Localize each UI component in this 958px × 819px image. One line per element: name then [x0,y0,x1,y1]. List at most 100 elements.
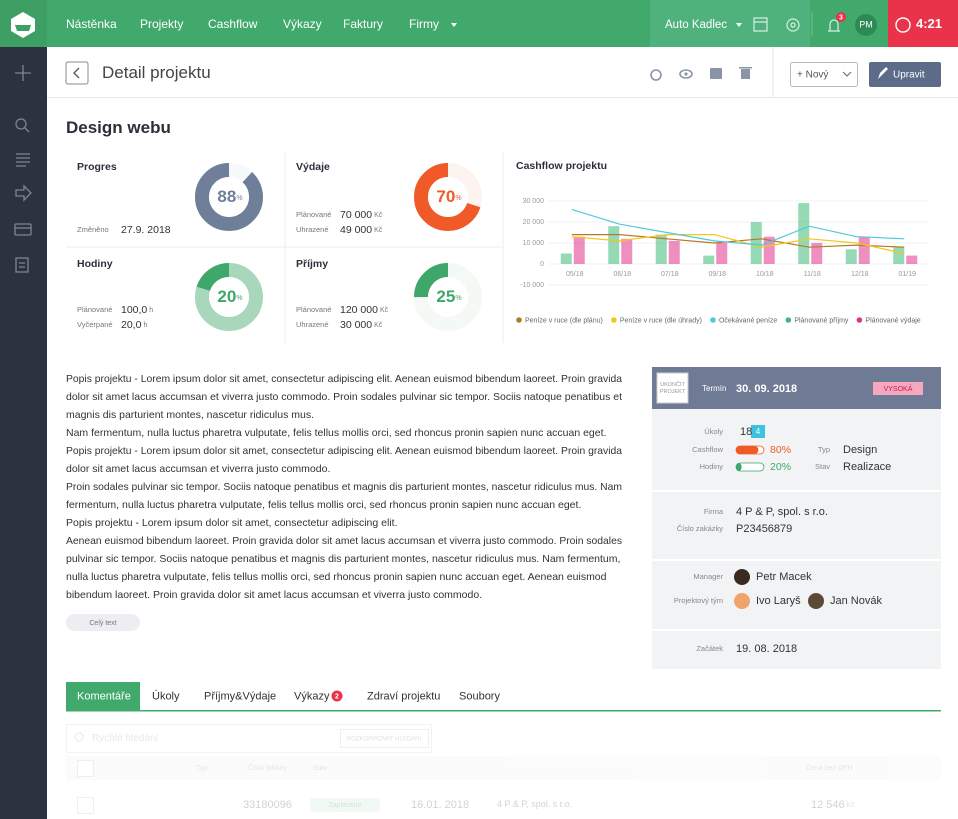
nav-item-part[interactable]: Nástěnka [66,17,117,31]
donut-label-part: % [455,195,461,202]
tab-part[interactable]: Úkoly [152,689,180,702]
edit-button-label[interactable]: Upravit [893,69,925,80]
x-tick-label-part: 11/18 [804,271,821,278]
progress-label-part: % [782,444,791,456]
nav-item-part[interactable]: Projekty [140,17,183,31]
company-switch[interactable] [650,0,810,47]
new-button-label[interactable]: + Nový [797,69,828,80]
user-avatar[interactable] [855,14,877,36]
column-header: Cena bez DPH [806,765,853,772]
search-box[interactable] [66,724,432,753]
new-button-label-part[interactable]: + Nový [797,69,828,80]
stat-value: 100,0 h [121,304,153,316]
tab[interactable]: Zdraví projektu [367,690,440,702]
logo-mark [15,25,31,31]
nav-item-part[interactable]: Faktury [343,17,383,31]
sidebar-icons[interactable] [14,65,32,273]
card-title: Hodiny [77,258,113,270]
field-value-part: 4 P & P, spol. s r.o. [736,506,828,518]
edit-button-label-part[interactable]: Upravit [893,69,925,80]
finish-label[interactable]: UKONČIT [660,381,685,388]
field-label: Manager [693,572,723,581]
tab[interactable]: Příjmy&Výdaje [204,690,276,702]
x-tick-label-part: 06/18 [613,271,631,278]
x-tick-label: 12/18 [851,271,869,278]
back-button[interactable] [65,61,89,85]
nav-item-part[interactable]: Cashflow [208,17,258,31]
more-button[interactable] [66,614,140,631]
toolbar-icons[interactable] [650,67,752,81]
column-header: Číslo faktury [248,763,287,772]
tab-part[interactable]: Zdraví projektu [367,690,440,702]
table: Rychlé hledání ROZKOPÍROVAT HLEDÁNÍ Typ Čís… [66,724,941,814]
tab-part[interactable]: Komentáře [77,690,131,702]
donut-label: 20% [217,287,242,306]
nav-item[interactable]: Cashflow [208,17,258,31]
bar [763,236,775,264]
tab-badge-count: 2 [335,693,339,700]
card-title-part: Příjmy [296,258,328,270]
company-name[interactable]: Auto Kadlec [665,19,727,31]
y-tick-label-part: 30 000 [523,198,545,205]
nav-item[interactable]: Výkazy [283,17,322,31]
page-title: Detail projektu [102,63,211,82]
legend-label: Plánované příjmy [794,317,849,324]
tab-part[interactable]: Výkazy [294,690,330,702]
tab[interactable]: Komentáře [77,690,131,702]
stat-value: 20,0 h [121,319,147,331]
company-name-part[interactable]: Auto Kadlec [665,19,727,31]
checkbox[interactable] [77,760,94,777]
field-value-part: 19. 08. 2018 [736,643,797,655]
stat-value-part: Kč [380,307,389,314]
chart-title-part: Cashflow projektu [516,160,607,172]
x-tick-label: 05/18 [566,271,584,278]
description-line-part: pulvinar sic tempor. Sociis natoque pena… [66,553,620,565]
description-line-part: dolor sit amet lacus accumsan et viverra… [66,463,330,475]
more-button-label-part[interactable]: Celý text [89,620,116,627]
nav-item[interactable]: Firmy [409,17,439,31]
donut-label: 88% [217,187,242,206]
new-button[interactable] [790,62,858,87]
donut-label: 25% [436,287,461,306]
avatar [808,593,824,609]
y-tick-label: 30 000 [523,198,545,205]
legend-label: Plánované výdaje [865,317,920,324]
description-line-part: fermentum, nulla luctus pharetra vulputa… [66,499,581,511]
progress-fill [736,446,759,454]
legend-label-part: Peníze v ruce (dle plánu) [525,317,603,324]
more-button-label[interactable]: Celý text [89,620,116,627]
finish-label[interactable]: PROJEKT [660,389,686,395]
progress-fill [736,463,742,471]
legend-label: Peníze v ruce (dle plánu) [525,317,603,324]
finish-label-part[interactable]: UKONČIT [660,381,685,388]
summary-body [652,409,941,669]
nav-item[interactable]: Projekty [140,17,183,31]
tab-part[interactable]: Příjmy&Výdaje [204,690,276,702]
x-tick-label-part: 01/19 [898,271,916,278]
nav-item[interactable]: Faktury [343,17,383,31]
nav-item-part[interactable]: Výkazy [283,17,322,31]
tab[interactable]: Výkazy [294,690,330,702]
bar [798,203,810,264]
stat-value-part: Kč [374,227,383,234]
nav-item[interactable]: Nástěnka [66,17,117,31]
cell: 16.01. 2018 [411,799,469,811]
copy-button[interactable] [340,729,429,748]
tab-underline [66,710,941,712]
checkbox[interactable] [77,797,94,814]
nav-icons[interactable] [753,17,840,32]
timer-value: 4:21 [916,16,942,31]
timer[interactable] [888,0,958,47]
description-line-part: bibendum laoreet. Proin gravida dolor si… [66,589,482,601]
stat-value-part: h [149,307,153,314]
legend-swatch [710,317,716,323]
bar [893,247,905,264]
tab[interactable]: Úkoly [152,689,180,702]
description-line: dolor sit amet lacus accumsan et viverra… [66,391,622,403]
tab[interactable]: Soubory [459,690,500,702]
finish-label-part[interactable]: PROJEKT [660,389,686,395]
active-tab[interactable] [66,682,140,711]
tab-part[interactable]: Soubory [459,690,500,702]
finish-button[interactable] [656,372,689,404]
nav-item-part[interactable]: Firmy [409,17,439,31]
